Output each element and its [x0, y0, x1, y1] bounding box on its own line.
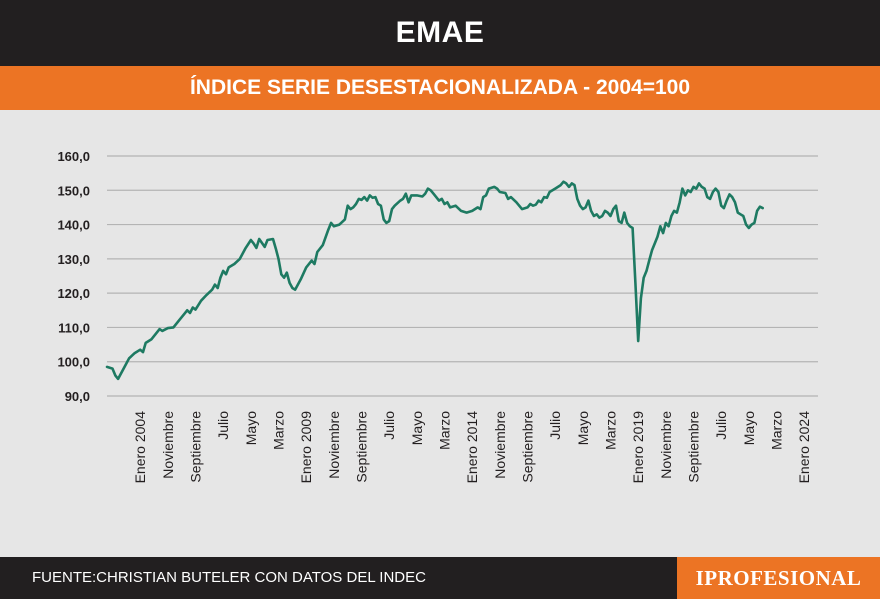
x-tick-label: Julio: [713, 411, 729, 440]
x-tick-label: Enero 2004: [132, 411, 148, 484]
chart-title: EMAE: [395, 16, 485, 49]
source-note: FUENTE:CHRISTIAN BUTELER CON DATOS DEL I…: [32, 569, 426, 586]
x-tick-label: Noviembre: [160, 411, 176, 479]
x-tick-label: Marzo: [603, 411, 619, 450]
y-tick-label: 130,0: [57, 252, 90, 267]
y-tick-label: 150,0: [57, 183, 90, 198]
x-tick-label: Enero 2014: [464, 411, 480, 484]
x-tick-label: Enero 2024: [796, 411, 812, 484]
y-axis-ticks: 90,0 100,0 110,0 120,0 130,0 140,0 150,0 160,0: [57, 149, 90, 404]
x-tick-label: Septiembre: [188, 411, 204, 483]
brand-logo-text: IPROFESIONAL: [695, 565, 862, 590]
title-bar: EMAE: [0, 0, 880, 66]
series-layer: [105, 180, 764, 381]
x-axis-ticks: Enero 2004 Noviembre Septiembre Julio Mayo Ma…: [132, 411, 812, 484]
footer-bar: FUENTE:CHRISTIAN BUTELER CON DATOS DEL I…: [0, 557, 880, 599]
subtitle-bar: ÍNDICE SERIE DESESTACIONALIZADA - 2004=1…: [0, 66, 880, 110]
y-tick-label: 140,0: [57, 218, 90, 233]
x-tick-label: Enero 2019: [630, 411, 646, 484]
brand-logo: IPROFESIONAL: [677, 557, 880, 599]
line-chart: 90,0100,0110,0120,0130,0140,0150,0160,0 …: [57, 149, 818, 484]
x-tick-label: Mayo: [575, 411, 591, 445]
x-tick-label: Marzo: [437, 411, 453, 450]
chart-subtitle: ÍNDICE SERIE DESESTACIONALIZADA - 2004=1…: [189, 76, 691, 99]
x-tick-label: Julio: [381, 411, 397, 440]
x-tick-label: Mayo: [741, 411, 757, 445]
x-tick-label: Septiembre: [520, 411, 536, 483]
x-tick-label: Septiembre: [686, 411, 702, 483]
y-tick-label: 100,0: [57, 355, 90, 370]
x-tick-label: Septiembre: [354, 411, 370, 483]
x-tick-label: Marzo: [769, 411, 785, 450]
y-tick-label: 110,0: [58, 320, 90, 335]
x-tick-label: Julio: [215, 411, 231, 440]
x-tick-label: Mayo: [243, 411, 259, 445]
y-tick-label: 120,0: [57, 286, 90, 301]
x-tick-label: Marzo: [271, 411, 287, 450]
x-tick-label: Noviembre: [492, 411, 508, 479]
y-tick-label: 90,0: [65, 389, 90, 404]
x-tick-label: Enero 2009: [298, 411, 314, 484]
series-line-0: [105, 180, 764, 381]
x-tick-label: Mayo: [409, 411, 425, 445]
x-tick-label: Noviembre: [326, 411, 342, 479]
x-tick-label: Julio: [547, 411, 563, 440]
x-tick-label: Noviembre: [658, 411, 674, 479]
y-tick-label: 160,0: [57, 149, 90, 164]
gridlines: [107, 155, 818, 397]
